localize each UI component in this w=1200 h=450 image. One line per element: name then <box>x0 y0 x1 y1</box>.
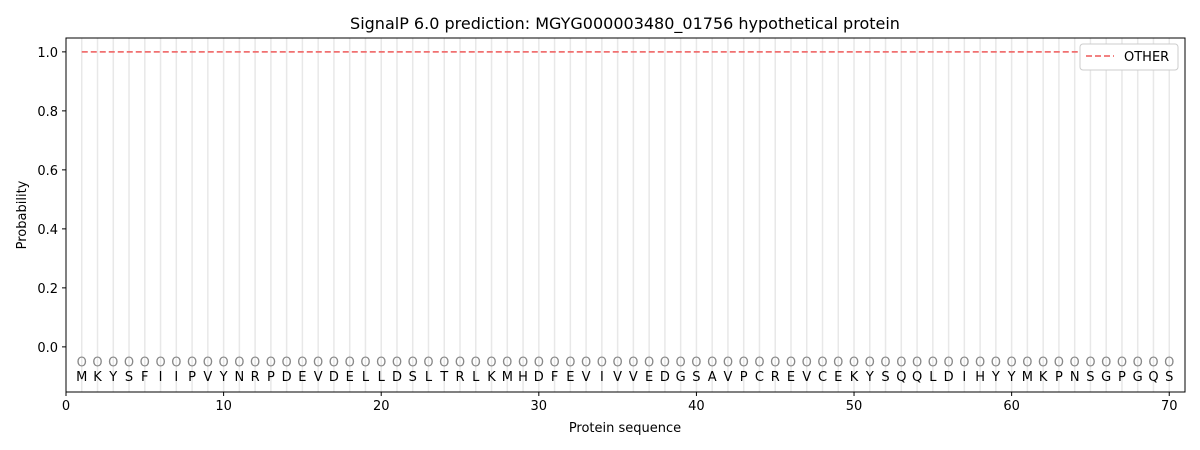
region-label-o: O <box>534 356 544 371</box>
y-tick-label: 0.6 <box>37 164 58 179</box>
y-tick-label: 1.0 <box>37 46 58 61</box>
region-label-o: O <box>660 356 670 371</box>
x-tick-label: 0 <box>62 399 70 414</box>
region-label-o: O <box>423 356 433 371</box>
legend-box <box>1079 43 1179 71</box>
region-label-o: O <box>282 356 292 371</box>
region-label-o: O <box>1070 356 1080 371</box>
region-label-o: O <box>1054 356 1064 371</box>
region-label-o: O <box>345 356 355 371</box>
y-axis-ticks: 0.0 0.2 0.4 0.6 0.8 1.0 <box>37 46 66 356</box>
residue-grid <box>81 38 1170 392</box>
plot-frame <box>65 37 1186 393</box>
region-label-o: O <box>1022 356 1032 371</box>
region-label-o: O <box>108 356 118 371</box>
x-tick-label: 10 <box>215 399 232 414</box>
region-label-o: O <box>707 356 717 371</box>
region-label-o: O <box>455 356 465 371</box>
region-label-o: O <box>77 356 87 371</box>
region-label-o: O <box>297 356 307 371</box>
region-label-o: O <box>597 356 607 371</box>
region-label-o: O <box>1148 356 1158 371</box>
x-tick-label: 30 <box>531 399 548 414</box>
region-label-o: O <box>1007 356 1017 371</box>
chart-title: SignalP 6.0 prediction: MGYG000003480_01… <box>350 14 900 34</box>
region-label-o: O <box>896 356 906 371</box>
region-label-o: O <box>313 356 323 371</box>
region-label-o: O <box>439 356 449 371</box>
region-label-o: O <box>376 356 386 371</box>
region-label-o: O <box>486 356 496 371</box>
y-axis-label: Probability <box>15 180 30 249</box>
x-tick-label: 20 <box>373 399 390 414</box>
region-label-o: O <box>408 356 418 371</box>
region-label-o: O <box>754 356 764 371</box>
x-tick-label: 60 <box>1003 399 1020 414</box>
region-label-o: O <box>991 356 1001 371</box>
region-label-o: O <box>739 356 749 371</box>
x-tick-label: 70 <box>1161 399 1178 414</box>
region-label-o: O <box>865 356 875 371</box>
y-tick-label: 0.0 <box>37 341 58 356</box>
region-label-o: O <box>723 356 733 371</box>
region-label-o: O <box>817 356 827 371</box>
x-tick-label: 50 <box>846 399 863 414</box>
region-label-o: O <box>140 356 150 371</box>
region-label-o: O <box>565 356 575 371</box>
x-axis-ticks: 0 10 20 30 40 50 60 70 <box>62 392 1178 414</box>
region-label-o: O <box>691 356 701 371</box>
region-label-o: O <box>218 356 228 371</box>
region-label-o: O <box>392 356 402 371</box>
region-label-o: O <box>975 356 985 371</box>
region-label-o: O <box>802 356 812 371</box>
region-label-o: O <box>518 356 528 371</box>
region-label-o: O <box>266 356 276 371</box>
region-label-o: O <box>581 356 591 371</box>
region-label-o: O <box>549 356 559 371</box>
region-label-o: O <box>644 356 654 371</box>
region-label-o: O <box>943 356 953 371</box>
region-label-o: O <box>833 356 843 371</box>
y-tick-label: 0.2 <box>37 282 58 297</box>
region-label-o: O <box>471 356 481 371</box>
region-label-o: O <box>360 356 370 371</box>
region-label-o: O <box>628 356 638 371</box>
region-label-o: O <box>1101 356 1111 371</box>
region-label-o: O <box>786 356 796 371</box>
region-label-o: O <box>928 356 938 371</box>
legend-label-other: OTHER <box>1124 50 1169 65</box>
region-label-o: O <box>613 356 623 371</box>
region-label-o: O <box>250 356 260 371</box>
region-label-o: O <box>234 356 244 371</box>
region-label-o: O <box>912 356 922 371</box>
region-label-o: O <box>770 356 780 371</box>
region-label-o: O <box>171 356 181 371</box>
region-label-o: O <box>92 356 102 371</box>
region-label-o: O <box>849 356 859 371</box>
region-label-o: O <box>1133 356 1143 371</box>
region-label-o: O <box>329 356 339 371</box>
region-label-o: O <box>155 356 165 371</box>
region-label-o: O <box>502 356 512 371</box>
region-label-o: O <box>676 356 686 371</box>
sequence-residue-labels: MKYSFIIPVYNRPDEVDELLDSLTRLKMHDFEVIVVEDGS… <box>76 370 1173 385</box>
region-label-o: O <box>1117 356 1127 371</box>
y-tick-label: 0.4 <box>37 223 58 238</box>
region-label-o: O <box>187 356 197 371</box>
region-label-o: O <box>203 356 213 371</box>
region-label-o: O <box>124 356 134 371</box>
region-label-o: O <box>1085 356 1095 371</box>
legend: OTHER <box>1079 43 1179 71</box>
region-label-o: O <box>1164 356 1174 371</box>
region-label-o: O <box>959 356 969 371</box>
x-tick-label: 40 <box>688 399 705 414</box>
region-label-o: O <box>1038 356 1048 371</box>
y-tick-label: 0.8 <box>37 105 58 120</box>
x-axis-label: Protein sequence <box>569 421 681 436</box>
region-label-o: O <box>880 356 890 371</box>
